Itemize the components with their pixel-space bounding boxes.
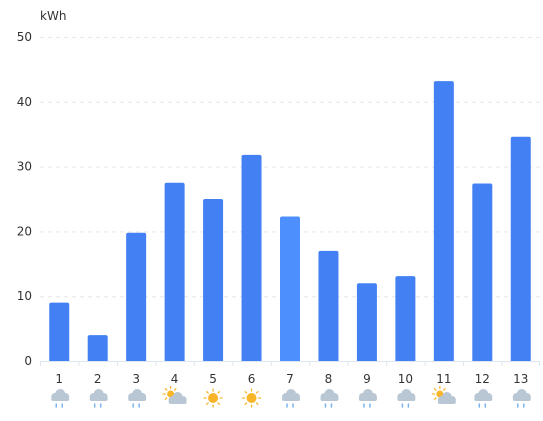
rain-icon bbox=[89, 389, 108, 408]
rain-icon bbox=[282, 389, 300, 408]
x-tick-label: 1 bbox=[55, 372, 63, 386]
rain-icon bbox=[358, 389, 377, 408]
rain-icon bbox=[397, 389, 416, 408]
bars bbox=[49, 81, 531, 362]
x-tick-label: 10 bbox=[398, 372, 413, 386]
x-tick-label: 12 bbox=[475, 372, 490, 386]
bar-5[interactable] bbox=[203, 199, 224, 361]
rain-icon bbox=[128, 389, 147, 408]
weather-icons bbox=[51, 385, 531, 408]
x-tick-label: 2 bbox=[94, 372, 102, 386]
y-tick-label: 10 bbox=[17, 289, 32, 303]
y-tick-label: 40 bbox=[17, 95, 32, 109]
bar-1[interactable] bbox=[49, 302, 70, 361]
x-tick-label: 6 bbox=[248, 372, 256, 386]
x-tick-label: 5 bbox=[209, 372, 217, 386]
y-axis-unit-label: kWh bbox=[40, 9, 66, 23]
sun-icon bbox=[203, 388, 223, 408]
sun-icon bbox=[241, 388, 262, 408]
bar-2[interactable] bbox=[87, 335, 108, 361]
bar-3[interactable] bbox=[126, 232, 147, 361]
bar-9[interactable] bbox=[356, 283, 377, 361]
bar-6[interactable] bbox=[241, 154, 262, 361]
x-tick-label: 9 bbox=[363, 372, 371, 386]
x-axis-ticks: 1 2 3 4 5 6 7 8 9 10 11 12 13 bbox=[40, 361, 540, 386]
y-tick-label: 20 bbox=[17, 224, 32, 238]
bar-13[interactable] bbox=[510, 136, 531, 361]
x-tick-label: 3 bbox=[132, 372, 140, 386]
partly-cloudy-icon bbox=[431, 385, 456, 404]
y-tick-label: 50 bbox=[17, 30, 32, 44]
x-tick-label: 7 bbox=[286, 372, 294, 386]
bar-7[interactable] bbox=[280, 216, 300, 361]
x-tick-label: 4 bbox=[171, 372, 179, 386]
x-tick-label: 8 bbox=[325, 372, 333, 386]
bar-4[interactable] bbox=[164, 182, 185, 361]
y-axis-ticks: 0 10 20 30 40 50 bbox=[17, 30, 32, 368]
bar-8[interactable] bbox=[318, 250, 339, 361]
y-tick-label: 30 bbox=[17, 160, 32, 174]
rain-icon bbox=[512, 389, 531, 408]
partly-cloudy-icon bbox=[162, 385, 187, 404]
bar-11[interactable] bbox=[433, 81, 454, 362]
x-tick-label: 11 bbox=[436, 372, 451, 386]
y-tick-label: 0 bbox=[24, 354, 32, 368]
bar-10[interactable] bbox=[395, 276, 416, 361]
rain-icon bbox=[51, 389, 70, 408]
bar-12[interactable] bbox=[472, 183, 493, 361]
x-tick-label: 13 bbox=[513, 372, 528, 386]
grid-lines bbox=[40, 37, 540, 298]
rain-icon bbox=[320, 389, 339, 408]
rain-icon bbox=[474, 389, 493, 408]
